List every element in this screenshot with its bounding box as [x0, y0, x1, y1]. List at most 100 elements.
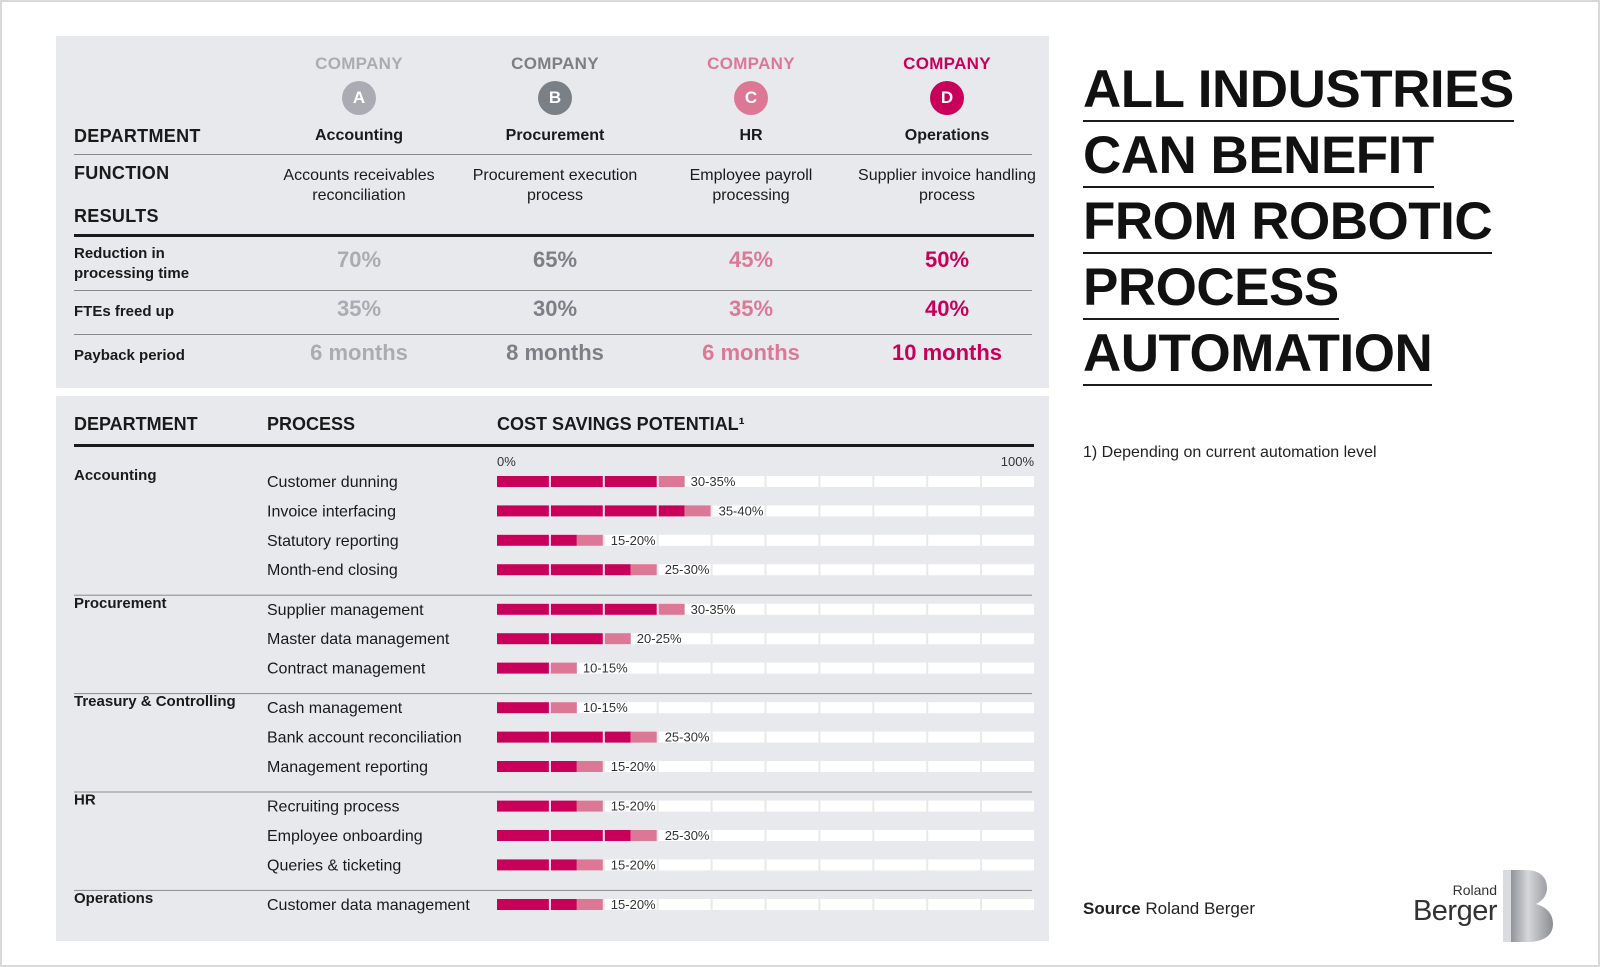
company-b-reduction: 65%	[532, 247, 578, 272]
bar-low-segment	[550, 564, 603, 576]
bar-range-segment	[576, 800, 603, 812]
bar-track-segment	[982, 899, 1034, 910]
department-column-header: DEPARTMENT	[74, 414, 198, 434]
company-d-reduction: 50%	[924, 247, 970, 272]
bar-track-segment	[874, 800, 927, 812]
company-c-reduction: 45%	[728, 247, 774, 272]
bar-track-segment	[874, 761, 927, 772]
company-c-department: HR	[739, 127, 763, 144]
bar-track-segment	[928, 534, 981, 546]
bar-track-segment	[820, 662, 873, 674]
bar-track-segment	[982, 662, 1034, 674]
group-divider	[74, 693, 1032, 695]
bar-low-segment	[497, 830, 549, 841]
bar-track-segment	[766, 800, 819, 812]
process-label: Bank account reconciliation	[267, 730, 462, 747]
bar-track-segment	[766, 702, 819, 714]
group-divider	[74, 791, 1032, 793]
company-b-function: Procurement execution process	[472, 167, 638, 204]
bar-low-segment	[497, 800, 549, 812]
bar-track-segment	[658, 633, 711, 645]
bar-value-label: 15-20%	[611, 897, 656, 912]
bar-value-label: 10-15%	[583, 700, 628, 715]
bar-track-segment	[820, 534, 873, 546]
company-c-payback: 6 months	[702, 340, 800, 365]
bar-range-segment	[630, 830, 657, 841]
bar-track-segment	[658, 800, 711, 812]
bar-track-segment	[712, 603, 765, 615]
bar-track-segment	[928, 830, 981, 841]
axis-min-label: 0%	[497, 454, 516, 469]
bar-track-segment	[820, 633, 873, 645]
process-label: Recruiting process	[267, 799, 400, 816]
department-row-label: DEPARTMENT	[74, 126, 201, 146]
department-label: Accounting	[74, 467, 157, 484]
bar-low-segment	[604, 505, 657, 517]
bar-track-segment	[766, 731, 819, 743]
company-a-department: Accounting	[315, 127, 403, 144]
header-divider	[74, 444, 1034, 447]
bar-track-segment	[766, 534, 819, 546]
company-b-department: Procurement	[505, 127, 605, 144]
bar-range-segment	[630, 564, 657, 576]
bar-track-segment	[874, 859, 927, 871]
bar-range-segment	[604, 633, 631, 645]
company-d-payback: 10 months	[891, 340, 1003, 365]
bar-value-label: 25-30%	[665, 562, 710, 577]
company-c-function: Employee payroll processing	[689, 167, 813, 204]
bar-track-segment	[658, 830, 711, 841]
process-label: Month-end closing	[267, 562, 398, 579]
bar-low-segment	[550, 899, 577, 910]
company-d-ftes: 40%	[924, 296, 970, 321]
bar-track-segment	[820, 476, 873, 487]
bar-track-segment	[874, 603, 927, 615]
process-label: Invoice interfacing	[267, 503, 396, 520]
company-d-label: COMPANY	[903, 54, 991, 73]
bar-low-segment	[550, 505, 603, 517]
company-a-ftes: 35%	[336, 296, 382, 321]
company-a-payback: 6 months	[310, 340, 408, 365]
bar-track-segment	[766, 859, 819, 871]
bar-range-segment	[684, 505, 711, 517]
bar-track-segment	[820, 603, 873, 615]
bar-low-segment	[497, 899, 549, 910]
bar-low-segment	[550, 534, 577, 546]
bar-track-segment	[874, 731, 927, 743]
bar-track-segment	[604, 800, 657, 812]
bar-track-segment	[712, 859, 765, 871]
bar-value-label: 35-40%	[719, 503, 764, 518]
process-label: Employee onboarding	[267, 828, 423, 845]
company-c-label: COMPANY	[707, 54, 795, 73]
bar-track-segment	[928, 859, 981, 871]
bar-range-segment	[658, 603, 685, 615]
bar-low-segment	[550, 859, 577, 871]
bar-track-segment	[712, 662, 765, 674]
bar-value-label: 25-30%	[665, 730, 710, 745]
bar-track-segment	[874, 564, 927, 576]
function-row-label: FUNCTION	[74, 163, 170, 183]
bar-track-segment	[604, 534, 657, 546]
bar-track-segment	[766, 505, 819, 517]
bar-track-segment	[712, 761, 765, 772]
bar-low-segment	[497, 662, 549, 674]
bar-track-segment	[658, 564, 711, 576]
bar-low-segment	[497, 534, 549, 546]
bar-track-segment	[766, 662, 819, 674]
bar-track-segment	[712, 830, 765, 841]
bar-range-segment	[576, 859, 603, 871]
bar-low-segment	[550, 603, 603, 615]
bar-track-segment	[820, 761, 873, 772]
company-d-badge: D	[930, 81, 964, 115]
bar-low-segment	[550, 476, 603, 487]
company-b-ftes: 30%	[532, 296, 578, 321]
bar-track-segment	[928, 731, 981, 743]
bar-track-segment	[982, 761, 1034, 772]
bar-range-segment	[550, 702, 577, 714]
department-label: HR	[74, 792, 96, 809]
bar-track-segment	[928, 505, 981, 517]
headline-line-2: CAN BENEFIT	[1083, 126, 1434, 188]
bar-low-segment	[550, 761, 577, 772]
company-a-function: Accounts receivables reconciliation	[283, 167, 435, 204]
bar-track-segment	[982, 564, 1034, 576]
process-label: Customer dunning	[267, 474, 398, 491]
